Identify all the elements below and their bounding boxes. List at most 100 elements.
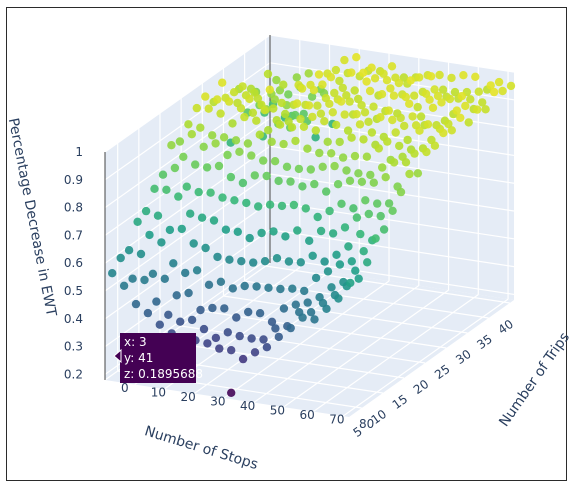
data-point <box>218 78 227 87</box>
data-point <box>306 308 316 317</box>
data-point <box>231 136 241 145</box>
data-point <box>304 69 313 78</box>
data-point <box>382 76 392 85</box>
hover-y: y: 41 <box>124 351 153 365</box>
data-point <box>466 95 475 104</box>
data-point <box>331 65 341 75</box>
x-tick-label: 30 <box>453 347 474 367</box>
data-point <box>423 120 433 129</box>
data-point <box>292 99 302 108</box>
data-point <box>228 284 237 293</box>
data-point <box>367 128 377 137</box>
data-points <box>108 53 516 397</box>
data-point <box>240 112 249 122</box>
x-tick-label: 35 <box>474 332 495 352</box>
data-point <box>345 176 355 185</box>
data-point <box>250 171 259 180</box>
data-point <box>235 331 244 341</box>
data-point <box>413 169 423 178</box>
grid-line <box>202 310 447 349</box>
data-point <box>211 333 221 343</box>
data-point <box>325 99 334 109</box>
data-point <box>245 94 254 104</box>
data-point <box>387 62 397 71</box>
data-point <box>124 246 134 255</box>
data-point <box>351 266 360 275</box>
grid-line <box>269 173 515 212</box>
data-point <box>373 199 382 208</box>
data-point <box>318 162 327 171</box>
data-point <box>250 348 260 357</box>
data-point <box>359 135 368 144</box>
data-point <box>196 123 205 132</box>
data-point <box>415 73 424 82</box>
grid-line <box>104 34 271 153</box>
data-point <box>386 84 395 93</box>
grid-line <box>104 145 271 264</box>
data-point <box>236 104 246 113</box>
data-point <box>384 106 393 115</box>
data-point <box>194 187 203 197</box>
data-point <box>350 151 360 161</box>
data-point <box>311 273 321 283</box>
data-point <box>486 81 495 90</box>
data-point <box>148 269 158 278</box>
data-point <box>294 164 304 174</box>
data-point <box>128 274 137 283</box>
data-point <box>131 299 141 309</box>
x-tick-label: 20 <box>411 377 432 397</box>
data-point <box>247 334 256 343</box>
data-point <box>305 236 314 245</box>
y-tick-label: 0 <box>121 381 129 395</box>
data-point <box>303 144 312 153</box>
data-point <box>260 257 270 266</box>
grid-line <box>104 173 271 292</box>
data-point <box>223 150 232 160</box>
data-point <box>342 91 351 100</box>
data-point <box>155 320 164 329</box>
data-point <box>328 108 337 117</box>
y-tick-label: 20 <box>181 390 196 404</box>
data-point <box>388 115 397 125</box>
data-point <box>267 137 276 146</box>
data-point <box>461 101 470 111</box>
data-point <box>413 102 422 112</box>
data-point <box>252 116 261 125</box>
data-point <box>272 254 282 263</box>
data-point <box>233 227 242 236</box>
data-point <box>274 332 283 342</box>
data-point <box>363 258 372 267</box>
hover-tooltip: x: 3 y: 41 z: 0.1895688 <box>113 333 203 383</box>
data-point <box>248 108 258 118</box>
data-point <box>399 73 409 82</box>
grid-line <box>181 325 426 364</box>
data-point <box>362 77 371 86</box>
grid-line <box>269 229 515 268</box>
data-point <box>474 87 483 96</box>
data-point <box>270 157 280 166</box>
data-point <box>313 212 322 222</box>
data-point <box>227 388 236 397</box>
data-point <box>350 86 359 95</box>
data-point <box>307 92 317 101</box>
data-point <box>221 225 231 234</box>
data-point <box>237 257 246 266</box>
data-point <box>347 68 356 77</box>
data-point <box>175 137 185 146</box>
data-point <box>310 179 319 189</box>
z-tick-label: 1 <box>75 145 83 159</box>
data-point <box>322 304 331 313</box>
data-point <box>337 199 346 208</box>
x-tick-label: 25 <box>432 362 453 382</box>
grid-line <box>104 201 271 320</box>
data-point <box>422 147 431 157</box>
data-point <box>335 260 345 269</box>
data-point <box>286 323 295 333</box>
data-point <box>344 242 353 251</box>
data-point <box>355 120 365 129</box>
data-point <box>362 152 372 161</box>
data-point <box>356 229 365 239</box>
data-point <box>396 187 406 197</box>
data-point <box>330 161 339 171</box>
